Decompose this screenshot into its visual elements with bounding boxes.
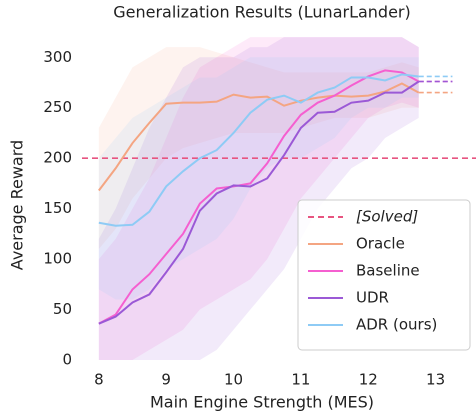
legend-label: [Solved] (356, 208, 418, 226)
y-tick-label: 50 (53, 300, 72, 318)
confidence-band (98, 37, 419, 360)
legend-label: Oracle (356, 235, 405, 253)
y-tick-label: 300 (43, 48, 72, 66)
confidence-band (98, 47, 419, 249)
x-tick-label: 13 (426, 371, 445, 389)
x-tick-label: 8 (94, 371, 104, 389)
legend-label: Baseline (356, 262, 420, 280)
x-tick-label: 10 (224, 371, 243, 389)
y-tick-label: 250 (43, 98, 72, 116)
series-line (98, 80, 420, 325)
series-line (98, 82, 420, 192)
y-tick-label: 100 (43, 250, 72, 268)
y-tick-label: 150 (43, 199, 72, 217)
x-tick-label: 12 (359, 371, 378, 389)
legend-label: UDR (356, 289, 389, 307)
y-tick-label: 200 (43, 149, 72, 167)
x-axis-label: Main Engine Strength (MES) (150, 393, 374, 412)
legend-box (297, 199, 471, 351)
y-tick-label: 0 (62, 351, 72, 369)
series-line (98, 73, 419, 227)
confidence-band (98, 37, 419, 360)
y-axis-label: Average Reward (8, 140, 27, 270)
chart-title: Generalization Results (LunarLander) (113, 3, 411, 22)
x-tick-label: 11 (291, 371, 310, 389)
x-tick-label: 9 (161, 371, 171, 389)
legend-label: ADR (ours) (356, 316, 437, 334)
